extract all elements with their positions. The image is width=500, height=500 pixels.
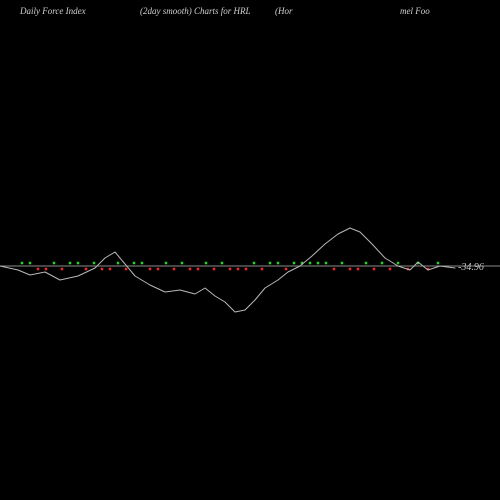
marker-down xyxy=(61,268,64,271)
marker-down xyxy=(109,268,112,271)
marker-up xyxy=(365,262,368,265)
marker-down xyxy=(229,268,232,271)
marker-down xyxy=(197,268,200,271)
marker-down xyxy=(357,268,360,271)
marker-up xyxy=(277,262,280,265)
marker-down xyxy=(213,268,216,271)
marker-up xyxy=(133,262,136,265)
marker-down xyxy=(389,268,392,271)
marker-up xyxy=(317,262,320,265)
chart-svg: -34.96 xyxy=(0,0,500,500)
marker-down xyxy=(125,268,128,271)
marker-up xyxy=(309,262,312,265)
marker-up xyxy=(141,262,144,265)
marker-down xyxy=(285,268,288,271)
chart-title-segment: (2day smooth) Charts for HRL xyxy=(140,6,251,16)
marker-up xyxy=(117,262,120,265)
marker-up xyxy=(77,262,80,265)
marker-down xyxy=(149,268,152,271)
marker-up xyxy=(69,262,72,265)
marker-up xyxy=(293,262,296,265)
marker-down xyxy=(333,268,336,271)
marker-up xyxy=(253,262,256,265)
marker-down xyxy=(373,268,376,271)
marker-down xyxy=(157,268,160,271)
chart-title-segment: Daily Force Index xyxy=(20,6,86,16)
force-index-chart: -34.96 Daily Force Index (2day smooth) Ch… xyxy=(0,0,500,500)
marker-up xyxy=(325,262,328,265)
marker-up xyxy=(93,262,96,265)
marker-up xyxy=(381,262,384,265)
marker-up xyxy=(221,262,224,265)
marker-down xyxy=(261,268,264,271)
marker-down xyxy=(349,268,352,271)
marker-down xyxy=(37,268,40,271)
marker-down xyxy=(237,268,240,271)
marker-down xyxy=(189,268,192,271)
marker-up xyxy=(341,262,344,265)
marker-up xyxy=(21,262,24,265)
marker-up xyxy=(397,262,400,265)
marker-up xyxy=(181,262,184,265)
chart-title-segment: mel Foo xyxy=(400,6,430,16)
marker-up xyxy=(53,262,56,265)
marker-up xyxy=(269,262,272,265)
marker-up xyxy=(29,262,32,265)
marker-up xyxy=(437,262,440,265)
marker-up xyxy=(165,262,168,265)
marker-down xyxy=(173,268,176,271)
chart-title-segment: (Hor xyxy=(275,6,293,16)
force-index-series xyxy=(0,228,455,312)
marker-down xyxy=(85,268,88,271)
marker-down xyxy=(101,268,104,271)
marker-up xyxy=(205,262,208,265)
baseline-value-label: -34.96 xyxy=(458,262,484,273)
marker-down xyxy=(245,268,248,271)
marker-down xyxy=(45,268,48,271)
